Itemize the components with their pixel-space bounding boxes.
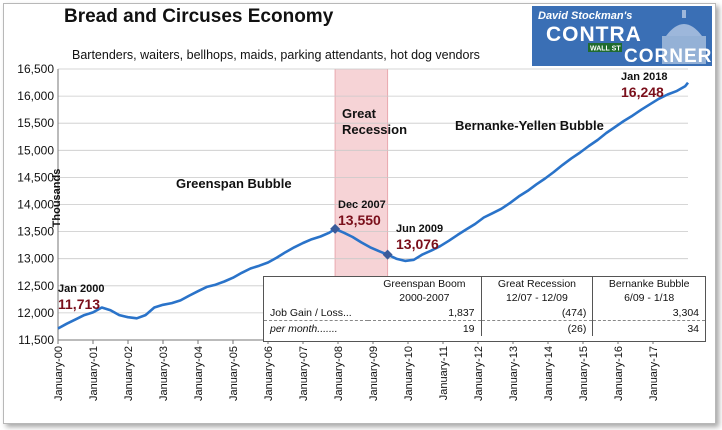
contra-corner-logo: David Stockman's CONTRA WALL ST CORNER <box>532 6 712 66</box>
recession-label-line1: Great <box>342 106 377 121</box>
y-tick-label: 13,500 <box>17 225 54 239</box>
x-tick-label: January-11 <box>438 346 450 400</box>
chart-title: Bread and Circuses Economy <box>64 6 334 27</box>
logo-sign: WALL ST <box>590 46 621 53</box>
recession-label-line2: Recession <box>342 122 407 137</box>
y-tick-label: 16,500 <box>17 62 54 76</box>
x-tick-label: January-13 <box>508 346 520 401</box>
greenspan-bubble-label: Greenspan Bubble <box>176 176 292 191</box>
x-tick-label: January-09 <box>368 346 380 401</box>
y-tick-label: 12,000 <box>17 306 54 320</box>
x-tick-label: January-06 <box>263 346 275 401</box>
stats-col-0: Greenspan Boom 2000-2007 <box>383 278 466 304</box>
x-tick-label: January-01 <box>88 346 100 401</box>
stats-cell: 3,304 <box>592 305 705 321</box>
stats-col-1: Great Recession 12/07 - 12/09 <box>480 277 593 305</box>
x-tick-label: January-04 <box>193 346 205 401</box>
x-tick-label: January-16 <box>613 346 625 401</box>
x-tick-label: January-03 <box>158 346 170 401</box>
stats-cell: (474) <box>480 305 593 321</box>
annotation-jan-2018-value: 16,248 <box>621 84 664 100</box>
data-point-marker <box>330 223 341 234</box>
x-tick-label: January-00 <box>53 346 65 401</box>
annotation-jun-2009-label: Jun 2009 <box>396 223 443 235</box>
annotation-jan-2000-value: 11,713 <box>58 296 100 312</box>
stats-corner <box>264 277 368 305</box>
y-tick-label: 13,000 <box>17 252 54 266</box>
annotation-dec-2007-label: Dec 2007 <box>338 199 386 211</box>
y-tick-label: 14,500 <box>17 170 54 184</box>
stats-col-2: Bernanke Bubble 6/09 - 1/18 <box>592 277 705 305</box>
stats-cell: 1,837 <box>368 305 482 321</box>
series-line <box>57 81 690 330</box>
y-tick-label: 12,500 <box>17 279 54 293</box>
x-tick-label: January-10 <box>403 346 415 401</box>
stats-row-label: per month....... <box>270 322 338 335</box>
stats-cell: 19 <box>462 322 475 335</box>
y-tick-label: 16,000 <box>17 89 54 103</box>
stats-cell: (26) <box>480 320 593 336</box>
bernanke-yellen-bubble-label: Bernanke-Yellen Bubble <box>455 118 604 133</box>
capitol-dome-icon <box>662 10 706 64</box>
chart-subtitle: Bartenders, waiters, bellhops, maids, pa… <box>72 48 480 62</box>
x-tick-label: January-02 <box>123 346 135 401</box>
annotation-jan-2000-label: Jan 2000 <box>58 283 104 295</box>
logo-line2: CONTRA <box>546 23 642 46</box>
annotation-dec-2007-value: 13,550 <box>338 212 381 228</box>
x-tick-label: January-05 <box>228 346 240 401</box>
stats-row-label: Job Gain / Loss... <box>264 305 369 321</box>
x-tick-label: January-14 <box>543 346 555 401</box>
x-tick-label: January-15 <box>578 346 590 401</box>
x-tick-label: January-17 <box>648 346 660 401</box>
stats-cell: 34 <box>592 320 705 336</box>
y-axis-label: Thousands <box>51 169 63 228</box>
x-tick-label: January-12 <box>473 346 485 401</box>
annotation-jan-2018-label: Jan 2018 <box>621 71 667 83</box>
axes: 11,500 12,000 12,500 13,000 13,500 14,000 14,5… <box>17 62 688 401</box>
y-tick-label: 14,000 <box>17 198 54 212</box>
logo-line3: CORNER <box>624 46 712 66</box>
data-point-marker <box>382 249 393 260</box>
annotation-jun-2009-value: 13,076 <box>396 236 439 252</box>
y-tick-label: 15,500 <box>17 116 54 130</box>
logo-line1: David Stockman's <box>538 10 632 22</box>
y-tick-label: 15,000 <box>17 143 54 157</box>
x-tick-label: January-07 <box>298 346 310 401</box>
series-layer <box>57 81 690 330</box>
y-tick-label: 11,500 <box>18 333 54 347</box>
stats-table: Greenspan Boom 2000-2007 Great Recession 1… <box>263 276 706 342</box>
x-tick-label: January-08 <box>333 346 345 401</box>
